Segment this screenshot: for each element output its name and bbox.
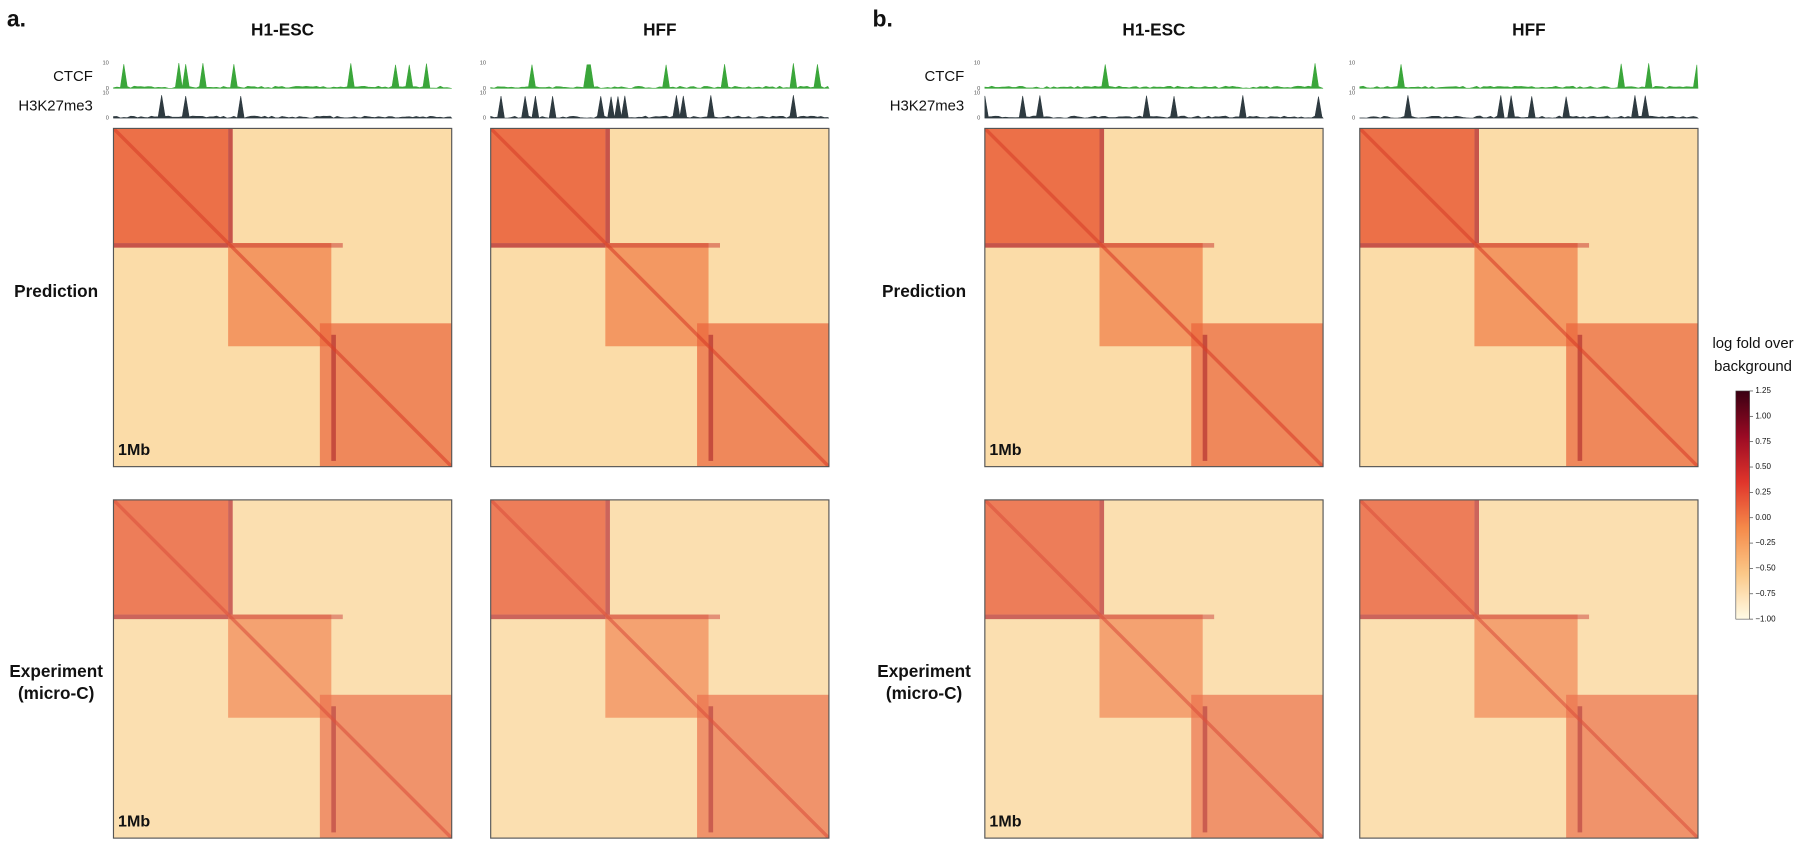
row-label: Experiment (877, 661, 971, 681)
track-scale-max: 10 (480, 61, 486, 67)
colorbar-tick-label: 1.00 (1755, 411, 1771, 420)
map-frame (984, 127, 1324, 468)
track-scale-max: 10 (974, 90, 980, 96)
track-scale-max: 10 (1349, 61, 1355, 67)
track-signal (113, 63, 452, 89)
colorbar-tick-label: 0.25 (1755, 488, 1771, 497)
track-signal (984, 95, 1324, 119)
colorbar-tick-label: −0.25 (1755, 538, 1776, 547)
map-frame (490, 127, 830, 468)
contact-map (1359, 499, 1698, 839)
track-signal (113, 95, 453, 119)
track-signal (1359, 95, 1699, 119)
row-label: Experiment (9, 661, 103, 681)
track-signal (490, 95, 830, 119)
colorbar-title: background (1714, 359, 1792, 375)
colorbar-tick-label: −0.75 (1755, 589, 1776, 598)
track-scale-max: 10 (480, 90, 486, 96)
track-scale-max: 10 (1349, 90, 1355, 96)
colorbar-title: log fold over (1712, 336, 1793, 352)
colorbar-tick-label: −0.50 (1755, 564, 1776, 573)
track-scale-min: 0 (106, 86, 109, 92)
colorbar-tick-label: 1.25 (1755, 386, 1771, 395)
track-scale-min: 0 (1352, 86, 1355, 92)
column-title: HFF (1512, 20, 1545, 40)
track-scale-min: 0 (483, 86, 486, 92)
row-label: (micro-C) (18, 683, 94, 703)
map-frame (112, 499, 453, 839)
track-signal (490, 63, 830, 89)
panel-label: b. (872, 6, 892, 32)
row-label: (micro-C) (886, 683, 962, 703)
track-scale-min: 0 (1352, 116, 1355, 122)
track-scale-min: 0 (977, 116, 980, 122)
track-scale-min: 0 (977, 86, 980, 92)
track-signal (984, 63, 1324, 89)
column-title: H1-ESC (1122, 20, 1185, 40)
colorbar-tick-label: 0.50 (1755, 462, 1771, 471)
colorbar-tick-label: 0.00 (1755, 513, 1771, 522)
row-label: Prediction (882, 281, 966, 301)
colorbar (1735, 390, 1750, 620)
contact-map (984, 499, 1324, 839)
track-label: H3K27me3 (890, 99, 965, 115)
track-label: H3K27me3 (18, 99, 93, 115)
column-title: HFF (643, 20, 676, 40)
contact-map (490, 499, 829, 839)
track-label: CTCF (53, 69, 93, 85)
map-frame (490, 499, 830, 839)
track-scale-max: 10 (103, 61, 109, 67)
contact-map (113, 499, 452, 839)
track-scale-max: 10 (974, 61, 980, 67)
row-label: Prediction (14, 281, 98, 301)
map-frame (1359, 499, 1699, 839)
track-scale-min: 0 (106, 116, 109, 122)
scale-bar-label: 1Mb (118, 441, 150, 459)
contact-map (984, 128, 1324, 467)
track-signal (1359, 63, 1699, 89)
contact-map (1359, 128, 1698, 467)
track-scale-max: 10 (103, 90, 109, 96)
colorbar-tick-label: 0.75 (1755, 437, 1771, 446)
track-scale-min: 0 (483, 116, 486, 122)
scale-bar-label: 1Mb (989, 812, 1021, 830)
track-label: CTCF (925, 69, 965, 85)
panel-label: a. (7, 6, 26, 32)
contact-map (490, 128, 829, 467)
scale-bar-label: 1Mb (118, 812, 150, 830)
scale-bar-label: 1Mb (989, 441, 1021, 459)
map-frame (1359, 127, 1699, 468)
column-title: H1-ESC (251, 20, 314, 40)
map-frame (112, 127, 453, 468)
contact-map (113, 128, 452, 467)
colorbar-tick-label: −1.00 (1755, 614, 1776, 623)
map-frame (984, 499, 1324, 839)
